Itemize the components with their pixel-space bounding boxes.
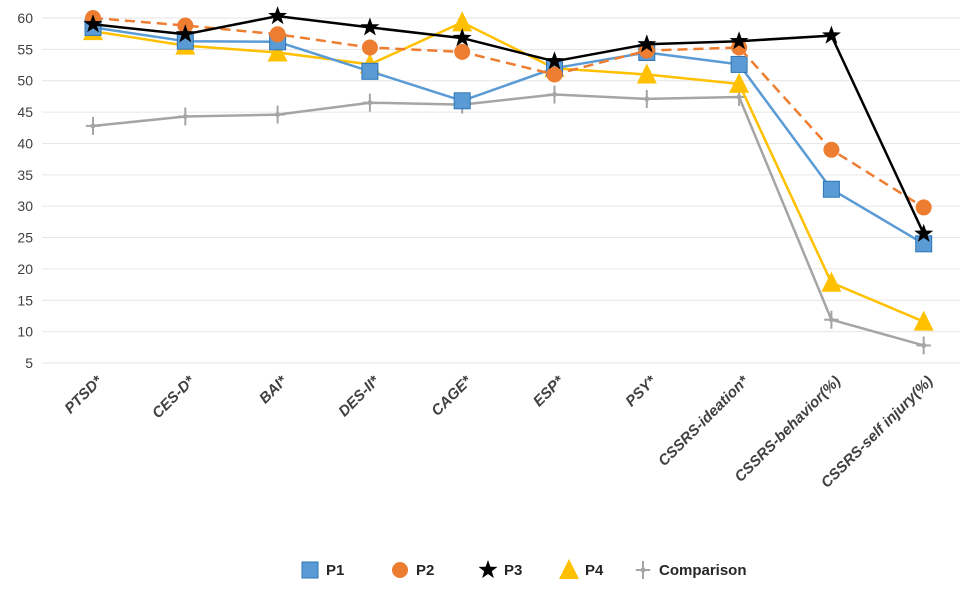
x-tick-label: DES-II*: [335, 372, 383, 420]
legend-label: P3: [504, 562, 522, 579]
data-point-star: [175, 24, 195, 43]
series-p3: [83, 6, 934, 242]
x-tick-label: ESP*: [530, 372, 568, 410]
data-point-circle: [823, 141, 840, 158]
data-point-circle: [454, 43, 471, 60]
legend-item-p3: P3: [478, 560, 522, 579]
cross-marker-center: [275, 112, 281, 118]
series-line: [92, 21, 925, 323]
data-point-star: [729, 31, 749, 50]
legend-item-comparison: Comparison: [635, 561, 747, 579]
legend-marker-cross: [635, 561, 651, 579]
legend-marker-star: [478, 560, 498, 579]
cross-marker-center: [644, 96, 650, 102]
data-point-star: [545, 51, 564, 70]
series-line: [92, 16, 925, 209]
y-tick-label: 30: [17, 198, 33, 214]
data-point-triangle: [729, 72, 750, 93]
data-point-triangle: [636, 63, 657, 84]
legend-marker-square: [301, 561, 319, 579]
data-point-triangle: [267, 41, 288, 62]
legend-label: P4: [585, 562, 604, 579]
data-point-cross: [639, 89, 654, 108]
gridlines: [42, 17, 960, 364]
cross-marker-center: [182, 113, 188, 119]
y-tick-label: 40: [17, 135, 33, 151]
data-point-circle: [269, 26, 286, 43]
cross-marker-center: [552, 92, 557, 98]
y-tick-label: 20: [17, 261, 33, 277]
series-comparison: [85, 85, 931, 355]
data-point-cross: [362, 93, 378, 112]
x-tick-label: BAI*: [256, 372, 291, 407]
series-p1: [84, 18, 933, 253]
cross-marker-center: [367, 100, 373, 106]
data-point-square: [453, 92, 471, 110]
cross-marker-center: [640, 567, 646, 573]
data-point-cross: [916, 336, 931, 355]
x-tick-label: PTSD*: [61, 372, 106, 417]
y-tick-label: 25: [17, 230, 33, 246]
data-point-square: [361, 62, 379, 80]
legend-label: Comparison: [659, 562, 747, 579]
data-point-triangle: [913, 310, 934, 331]
data-point-cross: [824, 310, 839, 329]
legend-label: P1: [326, 562, 344, 579]
y-tick-label: 45: [17, 104, 33, 120]
series-p4: [83, 11, 934, 331]
data-point-circle: [546, 66, 563, 83]
cross-marker-center: [921, 342, 927, 348]
data-point-square: [915, 235, 933, 253]
legend-marker-triangle: [559, 559, 579, 579]
series-lines: [83, 6, 934, 355]
data-point-star: [268, 6, 288, 25]
data-point-cross: [178, 107, 193, 126]
cross-marker-center: [828, 317, 834, 323]
data-point-star: [914, 223, 934, 242]
y-tick-label: 50: [17, 73, 33, 89]
x-tick-label: CSSRS-ideation*: [655, 372, 753, 470]
data-point-star: [821, 25, 841, 44]
data-point-cross: [85, 116, 101, 135]
data-point-circle: [915, 199, 932, 216]
x-axis-ticks: PTSD* CES-D* BAI* DES-II* CAGE* ESP* PSY*CSSRS…: [61, 372, 936, 492]
legend-item-p2: P2: [392, 562, 434, 579]
data-point-star: [360, 17, 380, 36]
y-tick-label: 10: [17, 324, 33, 340]
data-point-circle: [361, 39, 378, 56]
y-tick-label: 55: [17, 41, 33, 57]
y-tick-label: 35: [17, 167, 33, 183]
cross-marker-center: [90, 123, 96, 129]
data-point-square: [730, 55, 748, 73]
x-tick-label: PSY*: [622, 372, 660, 410]
cross-marker-center: [736, 94, 742, 100]
data-point-star: [83, 14, 103, 33]
legend-label: P2: [416, 562, 434, 579]
series-line: [92, 26, 925, 245]
y-tick-label: 60: [17, 10, 33, 26]
legend-item-p1: P1: [301, 561, 344, 579]
data-point-triangle: [821, 271, 842, 292]
legend-item-p4: P4: [559, 559, 604, 579]
data-point-star: [637, 34, 657, 53]
x-tick-label: CAGE*: [428, 372, 476, 420]
y-axis-ticks: 5 10 15 20 25 30 35 40 45 50 55 60: [17, 10, 33, 371]
series-line: [92, 93, 925, 347]
legend-marker-circle: [392, 562, 408, 578]
data-point-square: [822, 180, 840, 198]
data-point-triangle: [452, 11, 473, 32]
data-point-cross: [547, 85, 562, 104]
x-tick-label: CES-D*: [149, 372, 199, 422]
series-line: [92, 14, 925, 235]
y-tick-label: 15: [17, 292, 33, 308]
data-point-cross: [270, 105, 285, 124]
y-tick-label: 5: [25, 355, 33, 371]
legend: P1 P2 P3 P4 Comparison: [301, 559, 747, 579]
data-point-star: [452, 28, 472, 47]
